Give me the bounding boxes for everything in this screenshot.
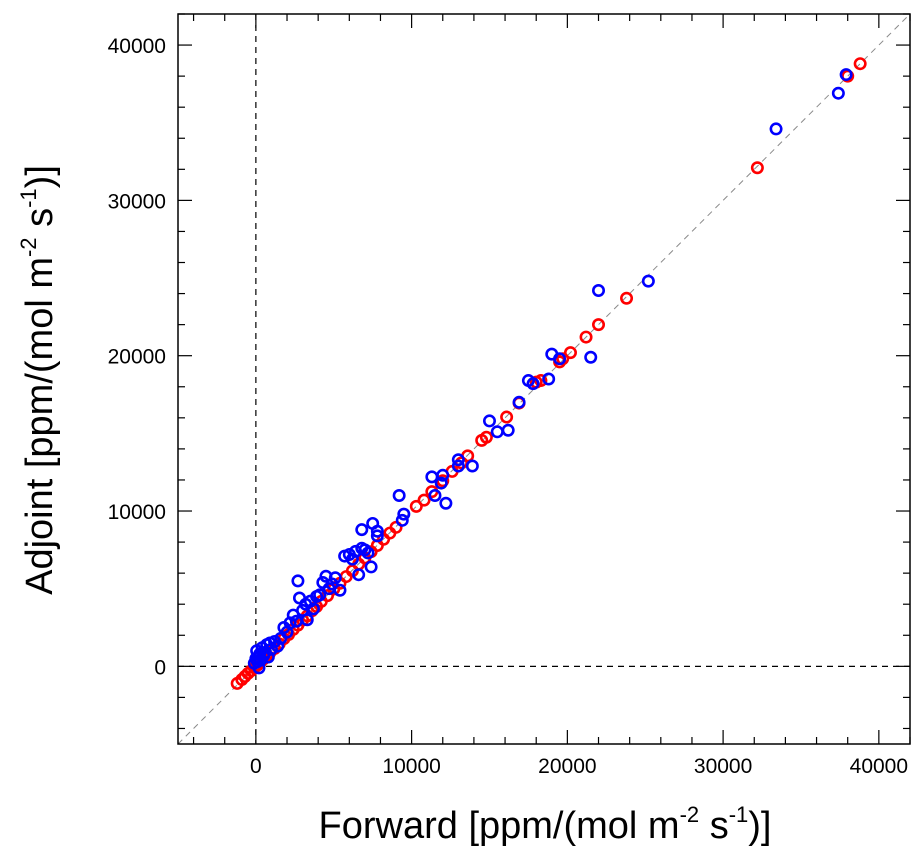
data-point: [439, 496, 453, 510]
data-point: [397, 507, 411, 521]
data-point: [392, 488, 406, 502]
tick-labels: 0 10000 20000 30000 40000 0 10000 20000 30000 400…: [108, 35, 908, 778]
x-tick-label: 20000: [538, 755, 596, 778]
data-point: [409, 499, 423, 513]
data-point: [563, 346, 577, 360]
data-point: [750, 161, 764, 175]
x-tick-label: 0: [250, 755, 262, 778]
data-point: [428, 488, 442, 502]
data-point: [370, 524, 384, 538]
data-point: [300, 613, 314, 627]
data-point: [333, 583, 347, 597]
data-point: [853, 57, 867, 71]
data-point: [839, 68, 853, 82]
data-point: [361, 546, 375, 560]
data-point: [283, 616, 297, 630]
data-point: [526, 377, 540, 391]
data-point: [325, 577, 339, 591]
data-point: [261, 650, 275, 664]
data-point: [355, 523, 369, 537]
data-point: [490, 425, 504, 439]
series-1: [247, 68, 853, 675]
data-point: [482, 414, 496, 428]
data-point: [841, 69, 855, 83]
x-axis-title: Forward [ppm/(mol m-2 s-1)]: [319, 802, 772, 847]
data-point: [831, 86, 845, 100]
identity-line: [177, 13, 911, 745]
axis-ticks: [178, 13, 911, 744]
data-points: [230, 57, 867, 690]
data-point: [501, 423, 515, 437]
y-tick-label: 40000: [108, 35, 166, 58]
data-point: [364, 560, 378, 574]
x-tick-label: 30000: [694, 755, 752, 778]
data-point: [306, 602, 320, 616]
data-point: [417, 493, 431, 507]
data-point: [313, 588, 327, 602]
data-point: [479, 430, 493, 444]
data-point: [352, 568, 366, 582]
data-point: [769, 122, 783, 136]
data-point: [534, 374, 548, 388]
y-tick-label: 20000: [108, 346, 166, 369]
zero-reference-lines: [178, 14, 910, 744]
data-point: [641, 274, 655, 288]
x-tick-label: 10000: [382, 755, 440, 778]
data-point: [579, 330, 593, 344]
data-point: [291, 574, 305, 588]
data-point: [345, 552, 359, 566]
data-point: [620, 291, 634, 305]
data-point: [512, 395, 526, 409]
data-point: [370, 529, 384, 543]
y-axis-title: Adjoint [ppm/(mol m-2 s-1)]: [16, 165, 61, 595]
data-point: [358, 543, 372, 557]
data-point: [465, 459, 479, 473]
y-tick-label: 10000: [108, 501, 166, 524]
data-point: [553, 352, 567, 366]
y-tick-label: 30000: [108, 190, 166, 213]
one-to-one-line: [177, 13, 911, 745]
data-point: [264, 642, 278, 656]
data-point: [434, 476, 448, 490]
x-tick-label: 40000: [850, 755, 908, 778]
data-point: [542, 372, 556, 386]
data-point: [292, 591, 306, 605]
plot-frame: [177, 13, 911, 745]
data-point: [592, 318, 606, 332]
data-point: [500, 410, 514, 424]
y-tick-label: 0: [154, 656, 166, 679]
data-point: [328, 571, 342, 585]
data-point: [592, 283, 606, 297]
data-point: [451, 453, 465, 467]
data-point: [451, 459, 465, 473]
data-point: [584, 350, 598, 364]
data-point: [271, 639, 285, 653]
data-point: [395, 513, 409, 527]
data-point: [436, 468, 450, 482]
data-point: [252, 661, 266, 675]
